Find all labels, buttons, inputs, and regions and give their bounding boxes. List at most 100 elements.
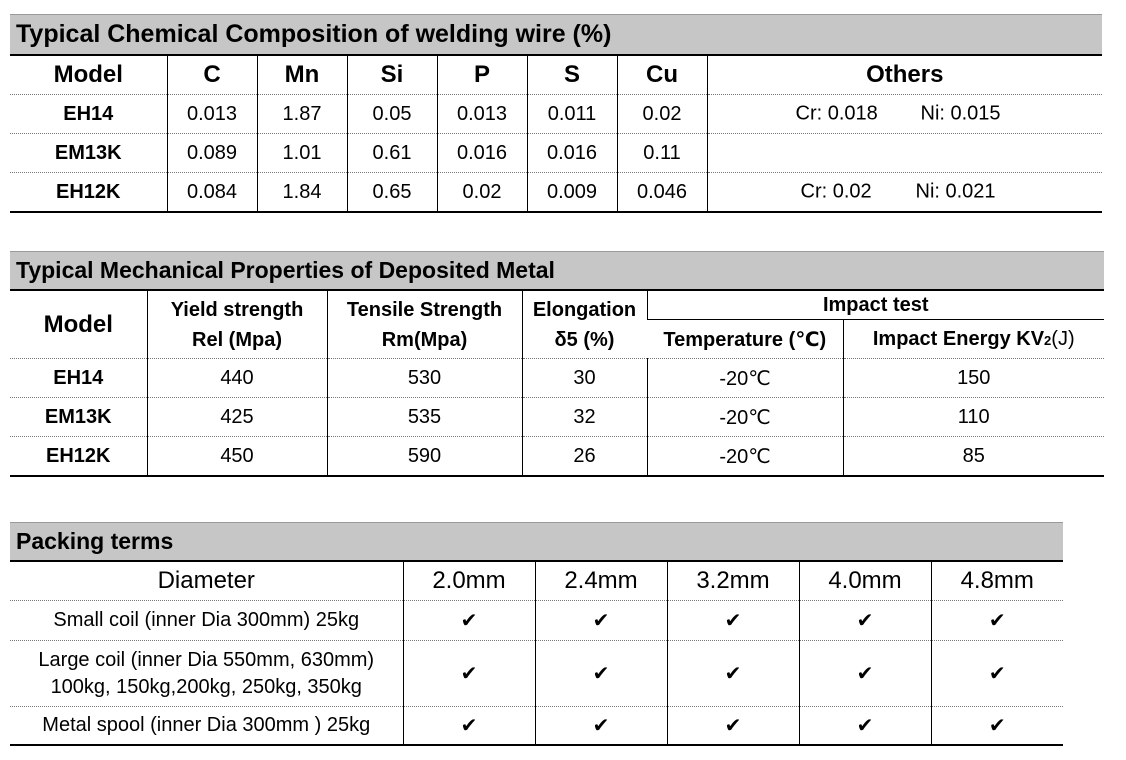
checkmark-icon: ✔ (402, 600, 535, 641)
table-header-row: Model Yield strength Rel (Mpa) Tensile S… (10, 290, 1104, 359)
cell-cu: 0.11 (616, 133, 707, 173)
packing-label: Small coil (inner Dia 300mm) 25kg (10, 600, 403, 641)
elongation-line1: Elongation (532, 298, 637, 321)
mechanical-properties-table: Model Yield strength Rel (Mpa) Tensile S… (10, 289, 1104, 477)
cell-yield: 425 (146, 397, 327, 437)
checkmark-icon: ✔ (402, 640, 535, 707)
yield-line1: Yield strength (170, 298, 304, 321)
table-subheader-row: Temperature (℃) Impact Energy KV2(J) (10, 319, 1104, 359)
header-c: C (166, 55, 257, 95)
cell-tensile: 590 (326, 436, 522, 477)
tensile-line1: Tensile Strength (346, 298, 503, 321)
header-impact-test: Impact test (646, 290, 1104, 320)
header-diameter-4-0: 4.0mm (798, 561, 931, 601)
cell-c: 0.089 (166, 133, 257, 173)
cell-si: 0.65 (346, 172, 437, 213)
cell-s: 0.016 (526, 133, 617, 173)
packing-label: Large coil (inner Dia 550mm, 630mm) 100k… (10, 640, 403, 707)
cell-mn: 1.84 (256, 172, 347, 213)
others-ni: Ni: 0.021 (915, 180, 996, 203)
checkmark-icon: ✔ (534, 640, 667, 707)
mechanical-properties-section: Typical Mechanical Properties of Deposit… (10, 251, 1104, 477)
table-row: EM13K 0.089 1.01 0.61 0.016 0.016 0.11 (10, 133, 1102, 173)
header-p: P (436, 55, 527, 95)
cell-s: 0.011 (526, 94, 617, 134)
checkmark-icon: ✔ (666, 640, 799, 707)
cell-p: 0.02 (436, 172, 527, 213)
checkmark-icon: ✔ (666, 706, 799, 746)
elongation-line2: δ5 (%) (554, 328, 615, 351)
yield-line2: Rel (Mpa) (192, 328, 282, 351)
energy-subscript: 2 (1044, 332, 1052, 348)
cell-s: 0.009 (526, 172, 617, 213)
header-temperature: Temperature (℃) (647, 319, 843, 359)
chemical-composition-title: Typical Chemical Composition of welding … (10, 14, 1102, 54)
cell-mn: 1.01 (256, 133, 347, 173)
table-row: EM13K 425 535 32 -20℃ 110 (10, 397, 1104, 437)
header-yield-strength: Yield strength Rel (Mpa) (146, 290, 327, 359)
cell-model: EM13K (10, 397, 147, 437)
checkmark-icon: ✔ (798, 706, 931, 746)
checkmark-icon: ✔ (930, 640, 1063, 707)
cell-tensile: 530 (326, 358, 522, 398)
header-others: Others (706, 55, 1102, 95)
cell-model: EH14 (10, 94, 167, 134)
cell-others: Cr: 0.02 Ni: 0.021 (706, 172, 1102, 213)
cell-impact-energy: 85 (842, 436, 1104, 477)
cell-p: 0.013 (436, 94, 527, 134)
packing-terms-table: Diameter 2.0mm 2.4mm 3.2mm 4.0mm 4.8mm S… (10, 560, 1063, 746)
header-s: S (526, 55, 617, 95)
cell-elongation: 26 (521, 436, 647, 477)
checkmark-icon: ✔ (402, 706, 535, 746)
header-diameter: Diameter (10, 561, 403, 601)
chemical-composition-section: Typical Chemical Composition of welding … (10, 14, 1102, 213)
packing-terms-title: Packing terms (10, 522, 1063, 560)
checkmark-icon: ✔ (798, 600, 931, 641)
others-cr: Cr: 0.02 (800, 180, 872, 203)
cell-model: EH14 (10, 358, 147, 398)
tensile-line2: Rm(Mpa) (381, 328, 468, 351)
header-model: Model (10, 290, 147, 359)
table-row: Small coil (inner Dia 300mm) 25kg ✔ ✔ ✔ … (10, 600, 1063, 641)
checkmark-icon: ✔ (930, 706, 1063, 746)
header-diameter-4-8: 4.8mm (930, 561, 1063, 601)
header-mn: Mn (256, 55, 347, 95)
checkmark-icon: ✔ (666, 600, 799, 641)
cell-elongation: 32 (521, 397, 647, 437)
energy-label: Impact Energy KV (872, 327, 1045, 350)
header-diameter-2-4: 2.4mm (534, 561, 667, 601)
checkmark-icon: ✔ (930, 600, 1063, 641)
checkmark-icon: ✔ (534, 600, 667, 641)
cell-cu: 0.02 (616, 94, 707, 134)
cell-tensile: 535 (326, 397, 522, 437)
cell-temperature: -20℃ (646, 397, 843, 437)
cell-c: 0.013 (166, 94, 257, 134)
table-header-row: Model C Mn Si P S Cu Others (10, 55, 1102, 95)
cell-model: EM13K (10, 133, 167, 173)
header-diameter-2-0: 2.0mm (402, 561, 535, 601)
cell-mn: 1.87 (256, 94, 347, 134)
header-cu: Cu (616, 55, 707, 95)
cell-impact-energy: 110 (842, 397, 1104, 437)
cell-impact-energy: 150 (842, 358, 1104, 398)
header-impact-energy: Impact Energy KV2(J) (842, 319, 1104, 359)
header-tensile-strength: Tensile Strength Rm(Mpa) (326, 290, 522, 359)
checkmark-icon: ✔ (534, 706, 667, 746)
cell-others: Cr: 0.018 Ni: 0.015 (706, 94, 1102, 134)
packing-label-line1: Large coil (inner Dia 550mm, 630mm) (38, 648, 375, 671)
cell-c: 0.084 (166, 172, 257, 213)
header-si: Si (346, 55, 437, 95)
header-diameter-3-2: 3.2mm (666, 561, 799, 601)
cell-cu: 0.046 (616, 172, 707, 213)
cell-yield: 450 (146, 436, 327, 477)
cell-others (706, 133, 1102, 173)
others-cr: Cr: 0.018 (795, 102, 878, 125)
table-row: EH14 0.013 1.87 0.05 0.013 0.011 0.02 Cr… (10, 94, 1102, 134)
packing-terms-section: Packing terms Diameter 2.0mm 2.4mm 3.2mm… (10, 522, 1063, 746)
table-row: EH12K 0.084 1.84 0.65 0.02 0.009 0.046 C… (10, 172, 1102, 213)
table-row: Metal spool (inner Dia 300mm ) 25kg ✔ ✔ … (10, 706, 1063, 746)
table-row: Large coil (inner Dia 550mm, 630mm) 100k… (10, 640, 1063, 707)
table-header-row: Diameter 2.0mm 2.4mm 3.2mm 4.0mm 4.8mm (10, 561, 1063, 601)
cell-model: EH12K (10, 436, 147, 477)
packing-label-line2: 100kg, 150kg,200kg, 250kg, 350kg (50, 675, 362, 698)
